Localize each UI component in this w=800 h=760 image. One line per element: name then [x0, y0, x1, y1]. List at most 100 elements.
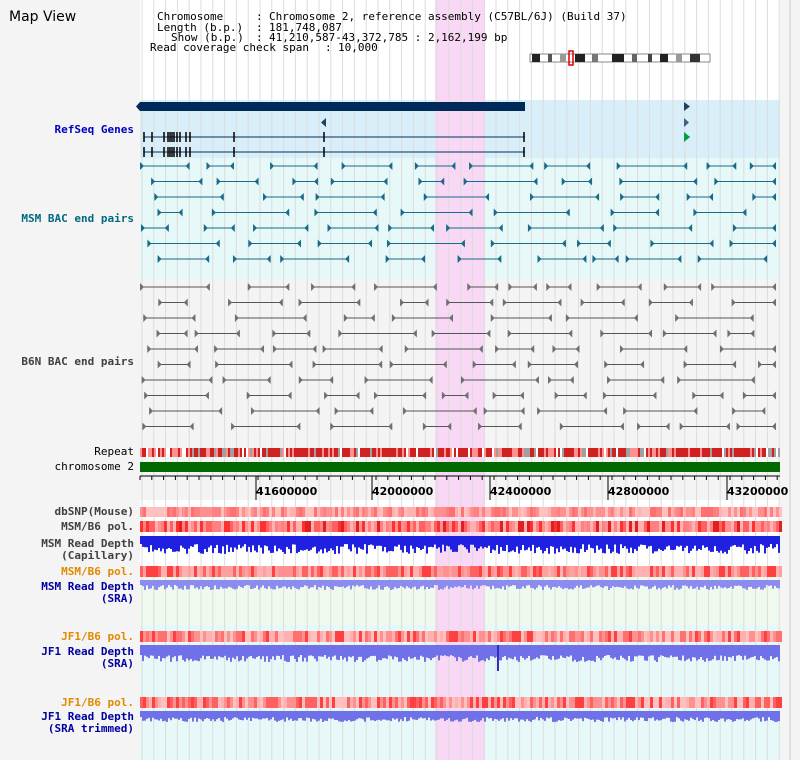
depth-bar: [150, 645, 152, 656]
depth-bar: [750, 645, 752, 658]
track-label-msm-pol-1[interactable]: MSM/B6 pol.: [61, 520, 134, 533]
bac-end: [460, 239, 465, 248]
heat-segment: [296, 631, 299, 642]
depth-bar: [530, 580, 532, 588]
depth-bar: [422, 580, 424, 586]
depth-bar: [284, 711, 286, 722]
bac-end: [490, 314, 495, 322]
track-label-msm-bac[interactable]: MSM BAC end pairs: [21, 212, 134, 225]
heat-segment: [245, 566, 248, 577]
track-label-msm-depth-capillary[interactable]: MSM Read Depth: [41, 537, 134, 550]
repeat-segment: [566, 448, 568, 457]
depth-bar: [770, 645, 772, 657]
heat-segment: [287, 521, 290, 532]
heat-segment: [740, 697, 743, 708]
heat-segment: [443, 566, 446, 577]
repeat-segment: [198, 448, 200, 457]
depth-bar: [590, 645, 592, 661]
heat-segment: [419, 507, 422, 517]
heat-segment: [584, 507, 587, 517]
heat-segment: [587, 697, 590, 708]
heat-segment: [437, 507, 440, 517]
depth-bar: [692, 536, 694, 549]
heat-segment: [545, 566, 548, 577]
depth-bar: [294, 711, 296, 721]
heat-segment: [578, 507, 581, 517]
heat-segment: [680, 631, 683, 642]
track-label-jf1-pol-1[interactable]: JF1/B6 pol.: [61, 630, 134, 643]
depth-bar: [294, 580, 296, 588]
depth-bar: [248, 580, 250, 586]
heat-segment: [749, 697, 752, 708]
heat-segment: [377, 507, 380, 517]
heat-segment: [731, 631, 734, 642]
depth-bar: [704, 711, 706, 718]
heat-segment: [536, 566, 539, 577]
depth-bar: [298, 536, 300, 552]
bac-end: [314, 177, 319, 186]
bac-end: [498, 224, 503, 232]
heat-segment: [401, 566, 404, 577]
track-label-jf1-depth-trimmed[interactable]: JF1 Read Depth: [41, 710, 134, 723]
depth-bar: [488, 580, 490, 587]
heat-segment: [608, 566, 611, 577]
track-label-msm-depth-sra[interactable]: MSM Read Depth: [41, 580, 134, 593]
depth-bar: [776, 645, 778, 657]
heat-segment: [251, 521, 254, 532]
depth-bar: [390, 645, 392, 657]
heat-segment: [650, 631, 653, 642]
heat-segment: [320, 521, 323, 532]
depth-bar: [174, 536, 176, 552]
depth-bar: [364, 580, 366, 589]
repeat-segment: [698, 448, 700, 457]
depth-bar: [268, 711, 270, 721]
heat-segment: [296, 566, 299, 577]
depth-bar: [430, 536, 432, 547]
heat-segment: [275, 507, 278, 517]
repeat-segment: [502, 448, 504, 457]
depth-bar: [428, 536, 430, 548]
repeat-segment: [332, 448, 334, 457]
track-label-dbsnp[interactable]: dbSNP(Mouse): [54, 505, 134, 518]
depth-bar: [646, 645, 648, 661]
track-label-jf1-depth-sra[interactable]: JF1 Read Depth: [41, 645, 134, 658]
track-label-jf1-pol-2[interactable]: JF1/B6 pol.: [61, 696, 134, 709]
heat-segment: [209, 507, 212, 517]
heat-segment: [140, 697, 143, 708]
heat-segment: [446, 566, 449, 577]
heat-segment: [746, 521, 749, 532]
track-label-msm-pol-2[interactable]: MSM/B6 pol.: [61, 565, 134, 578]
depth-bar: [530, 536, 532, 551]
depth-bar: [150, 711, 152, 722]
heat-segment: [767, 507, 770, 517]
depth-bar: [160, 580, 162, 587]
heat-segment: [485, 521, 488, 532]
depth-bar: [408, 580, 410, 588]
depth-bar: [172, 645, 174, 658]
heat-segment: [671, 507, 674, 517]
depth-bar: [244, 536, 246, 545]
track-label-refseq-genes[interactable]: RefSeq Genes: [54, 123, 134, 136]
depth-bar: [462, 711, 464, 720]
heat-segment: [443, 697, 446, 708]
heat-segment: [635, 507, 638, 517]
bac-end: [287, 391, 292, 400]
heat-segment: [680, 697, 683, 708]
depth-bar: [532, 536, 534, 545]
heat-segment: [569, 697, 572, 708]
depth-bar: [382, 711, 384, 720]
heat-segment: [350, 507, 353, 517]
track-label-b6n-bac[interactable]: B6N BAC end pairs: [21, 355, 134, 368]
repeat-segment: [434, 448, 436, 457]
bac-end: [494, 283, 499, 291]
bac-end: [527, 360, 532, 369]
heat-segment: [458, 697, 461, 708]
repeat-segment: [470, 448, 472, 457]
depth-bar: [496, 536, 498, 545]
bac-end: [489, 298, 494, 307]
depth-bar: [690, 580, 692, 587]
heat-segment: [398, 631, 401, 642]
depth-bar: [648, 645, 650, 657]
heat-segment: [686, 631, 689, 642]
